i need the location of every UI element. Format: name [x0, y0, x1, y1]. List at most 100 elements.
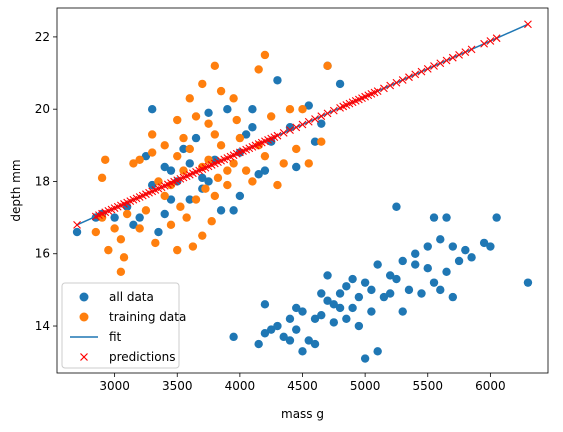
- all-data-point: [436, 235, 445, 244]
- training-data-point: [216, 141, 226, 150]
- all-data-point: [442, 267, 451, 277]
- training-data-point: [110, 224, 119, 233]
- all-data-point: [454, 256, 464, 266]
- all-data-point: [360, 354, 370, 363]
- all-data-point: [310, 339, 320, 349]
- prediction-marker: [436, 59, 445, 68]
- training-data-point: [210, 61, 220, 71]
- all-data-point: [129, 220, 138, 230]
- all-data-point: [323, 296, 332, 305]
- all-data-point: [273, 321, 282, 331]
- prediction-marker: [480, 39, 489, 48]
- training-data-point: [201, 184, 210, 193]
- training-data-point: [151, 238, 160, 248]
- all-data-point: [191, 133, 201, 143]
- training-data-point: [135, 224, 144, 233]
- prediction-marker: [448, 53, 457, 62]
- training-data-point: [207, 217, 216, 226]
- training-data-point: [204, 119, 213, 128]
- all-data-point: [185, 195, 194, 204]
- all-data-point: [229, 332, 238, 342]
- x-tick-label: 4500: [287, 379, 318, 393]
- training-data-point: [97, 173, 107, 183]
- all-data-point: [241, 130, 251, 139]
- all-data-point: [323, 271, 332, 280]
- all-data-point: [373, 260, 382, 269]
- y-tick-label: 20: [35, 102, 50, 116]
- training-data-point: [223, 166, 232, 175]
- prediction-marker: [279, 129, 288, 137]
- prediction-marker: [304, 117, 313, 126]
- legend-marker-all-data: [79, 292, 89, 302]
- prediction-marker: [405, 73, 413, 82]
- all-data-point: [417, 289, 426, 298]
- all-data-point: [479, 238, 489, 248]
- legend-label-predictions: predictions: [109, 350, 175, 364]
- all-data-point: [317, 289, 326, 298]
- training-data-point: [129, 159, 138, 168]
- prediction-marker: [417, 67, 426, 76]
- x-tick-label: 5500: [412, 379, 443, 393]
- all-data-point: [248, 104, 257, 114]
- prediction-marker: [455, 51, 463, 59]
- training-data-point: [122, 209, 132, 219]
- all-data-point: [486, 242, 495, 251]
- all-data-point: [260, 329, 270, 338]
- all-data-point: [411, 260, 420, 269]
- all-data-point: [216, 206, 226, 215]
- prediction-marker: [430, 62, 438, 70]
- prediction-marker: [411, 70, 420, 79]
- all-data-point: [279, 332, 288, 342]
- training-data-point: [154, 177, 163, 186]
- training-data-point: [210, 130, 220, 139]
- x-tick-label: 5000: [350, 379, 381, 393]
- all-data-point: [492, 213, 501, 222]
- all-data-point: [335, 289, 345, 298]
- training-data-point: [198, 79, 207, 89]
- all-data-point: [467, 253, 476, 262]
- x-tick-label: 6000: [475, 379, 506, 393]
- training-data-point: [248, 177, 257, 186]
- all-data-point: [135, 213, 144, 222]
- all-data-point: [260, 166, 270, 175]
- all-data-point: [160, 162, 169, 172]
- training-data-point: [285, 104, 295, 114]
- training-data-point: [173, 151, 182, 161]
- training-data-point: [323, 61, 332, 71]
- all-data-point: [335, 79, 345, 89]
- training-data-point: [204, 155, 213, 164]
- training-data-point: [101, 155, 110, 164]
- all-data-point: [147, 104, 157, 114]
- y-tick-label: 16: [35, 247, 50, 261]
- training-data-point: [173, 115, 182, 125]
- all-data-point: [298, 347, 307, 356]
- training-data-point: [191, 112, 201, 121]
- all-data-point: [360, 278, 370, 287]
- training-data-point: [229, 94, 238, 103]
- all-data-point: [367, 307, 376, 316]
- y-tick-label: 14: [35, 319, 50, 333]
- training-data-point: [191, 195, 201, 204]
- all-data-point: [385, 271, 395, 280]
- training-data-point: [273, 180, 282, 190]
- all-data-point: [298, 307, 307, 316]
- all-data-point: [266, 325, 276, 334]
- training-data-point: [298, 104, 307, 114]
- all-data-point: [317, 119, 326, 128]
- prediction-marker: [386, 81, 395, 90]
- training-data-point: [266, 112, 276, 121]
- all-data-point: [160, 209, 169, 219]
- chart-marks: [72, 20, 533, 363]
- legend: all data training data fit predictions: [61, 282, 186, 369]
- all-data-point: [304, 336, 313, 345]
- all-data-point: [235, 191, 245, 201]
- training-data-point: [260, 151, 270, 161]
- training-data-point: [185, 94, 194, 103]
- all-data-point: [342, 282, 351, 291]
- training-data-point: [147, 130, 157, 139]
- legend-label-fit: fit: [109, 330, 122, 344]
- all-data-point: [310, 137, 320, 146]
- x-axis-ticks: 3000 3500 4000 4500 5000 5500 6000: [99, 373, 506, 393]
- training-data-point: [179, 166, 188, 175]
